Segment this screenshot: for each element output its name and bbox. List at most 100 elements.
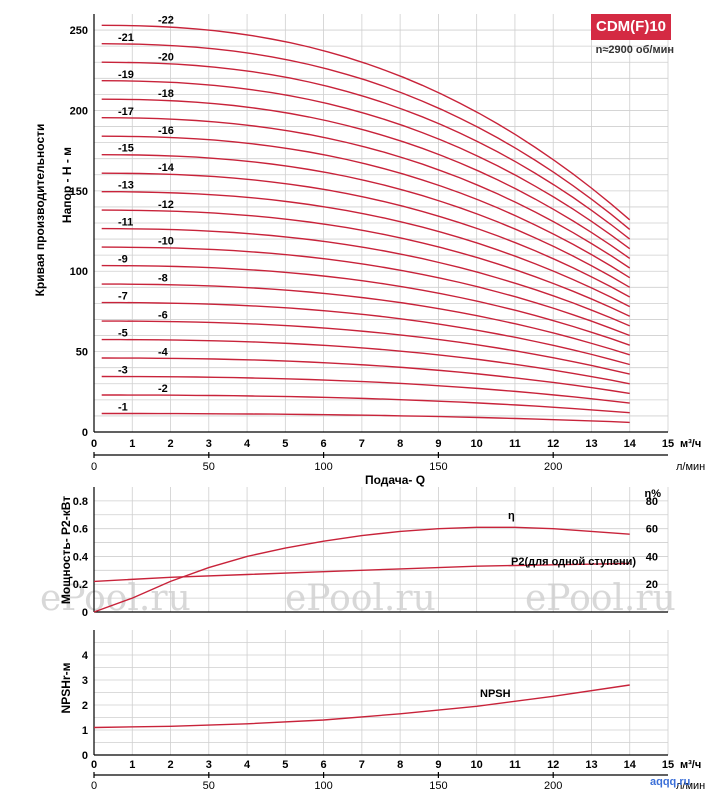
head-curve-20	[101, 61, 631, 240]
head-x-tick: 3	[206, 438, 212, 450]
npsh-x-tick: 0	[91, 759, 97, 771]
head-curve-label: -5	[118, 328, 128, 340]
head-curve-label: -20	[158, 51, 174, 63]
head-x-tick: 0	[91, 438, 97, 450]
head-y-tick: 250	[70, 25, 88, 37]
npsh-y-label: NPSHr-м	[59, 662, 73, 713]
head-curve-label: -4	[158, 346, 169, 358]
head-x2-tick: 200	[544, 461, 562, 473]
head-curve-14	[101, 172, 631, 298]
npsh-x2-tick: 100	[314, 780, 332, 792]
head-curve-13	[101, 190, 631, 308]
head-curve-2	[101, 394, 630, 414]
npsh-x2-tick: 50	[203, 780, 215, 792]
head-x2-tick: 100	[314, 461, 332, 473]
head-x-tick: 7	[359, 438, 365, 450]
head-curve-7	[101, 301, 630, 366]
power-y-tick: 0.4	[73, 551, 89, 563]
npsh-x-tick: 13	[585, 759, 597, 771]
eta-y-tick: 60	[646, 524, 658, 536]
head-x-tick: 4	[244, 438, 251, 450]
npsh-x-tick: 5	[282, 759, 288, 771]
head-curve-label: -10	[158, 236, 174, 248]
npsh-x-tick: 6	[321, 759, 327, 771]
speed-label: n≈2900 об/мин	[595, 44, 674, 56]
head-x2-tick: 50	[203, 461, 215, 473]
head-curve-label: -14	[158, 162, 175, 174]
power-y-tick: 0.8	[73, 496, 88, 508]
head-curve-10	[101, 246, 630, 337]
head-y-label: Напор - Н - м	[60, 147, 74, 223]
npsh-x-unit-bottom: л/мин	[676, 780, 705, 792]
head-x-tick: 9	[435, 438, 441, 450]
eta-y-tick: 20	[646, 579, 658, 591]
head-curve-label: -2	[158, 383, 168, 395]
head-curve-label: -17	[118, 106, 134, 118]
npsh-x-tick: 3	[206, 759, 212, 771]
npsh-x-tick: 14	[624, 759, 637, 771]
eta-y-tick: 80	[646, 496, 658, 508]
site-logo: aqqq.ru	[650, 776, 691, 788]
head-y-tick: 0	[82, 427, 88, 439]
npsh-x-tick: 1	[129, 759, 135, 771]
npsh-x2-tick: 200	[544, 780, 562, 792]
head-curve-12	[101, 209, 630, 317]
head-x-tick: 11	[509, 438, 521, 450]
npsh-x-tick: 12	[547, 759, 559, 771]
head-x-tick: 6	[321, 438, 327, 450]
power-y-tick: 0	[82, 607, 88, 619]
head-curve-15	[101, 154, 631, 288]
head-curve-label: -9	[118, 254, 128, 266]
head-curve-label: -12	[158, 199, 174, 211]
head-curve-label: -22	[158, 14, 174, 26]
head-x-tick: 15	[662, 438, 674, 450]
head-x2-tick: 0	[91, 461, 97, 473]
head-curve-8	[101, 283, 630, 356]
head-curve-label: -13	[118, 180, 134, 192]
head-curve-label: -15	[118, 143, 134, 155]
head-curve-18	[101, 98, 631, 259]
head-x-unit-bottom: л/мин	[676, 461, 705, 473]
power-y-tick: 0.6	[73, 524, 88, 536]
head-curve-21	[101, 43, 631, 230]
head-curve-label: -18	[158, 88, 174, 100]
power-curve	[93, 562, 630, 583]
head-curve-19	[101, 80, 631, 250]
head-x-label: Подача- Q	[365, 473, 425, 487]
head-x-tick: 8	[397, 438, 403, 450]
npsh-x-tick: 4	[244, 759, 251, 771]
head-curve-label: -11	[118, 217, 133, 229]
power-y-tick: 0.2	[73, 579, 88, 591]
npsh-y-tick: 0	[82, 750, 88, 762]
head-curve-1	[101, 412, 630, 424]
head-curve-label: -8	[158, 273, 168, 285]
head-curve-17	[101, 117, 631, 269]
npsh-x-tick: 10	[471, 759, 483, 771]
head-x-tick: 2	[167, 438, 173, 450]
npsh-y-tick: 2	[82, 700, 88, 712]
head-y-tick: 150	[70, 186, 88, 198]
head-curve-5	[101, 338, 630, 385]
npsh-x2-tick: 0	[91, 780, 97, 792]
head-x-tick: 5	[282, 438, 288, 450]
npsh-y-tick: 3	[82, 675, 88, 687]
npsh-y-tick: 1	[82, 725, 88, 737]
eta-y-label: η%	[645, 488, 662, 500]
head-curve-11	[101, 227, 630, 327]
npsh-curve	[93, 684, 630, 729]
head-curve-label: -3	[118, 365, 128, 377]
head-y-tick: 200	[70, 105, 88, 117]
npsh-x-tick: 8	[397, 759, 403, 771]
npsh-x-unit-top: м³/ч	[680, 759, 701, 771]
npsh-x-tick: 7	[359, 759, 365, 771]
npsh-y-tick: 4	[82, 650, 89, 662]
npsh-x-tick: 11	[509, 759, 521, 771]
head-curve-4	[101, 357, 630, 395]
power-y-label: Мощность- Р2-кВт	[59, 496, 73, 604]
head-curve-22	[101, 24, 631, 221]
head-x-tick: 14	[624, 438, 637, 450]
head-x2-tick: 150	[429, 461, 447, 473]
head-x-tick: 10	[471, 438, 483, 450]
npsh-x2-tick: 150	[429, 780, 447, 792]
